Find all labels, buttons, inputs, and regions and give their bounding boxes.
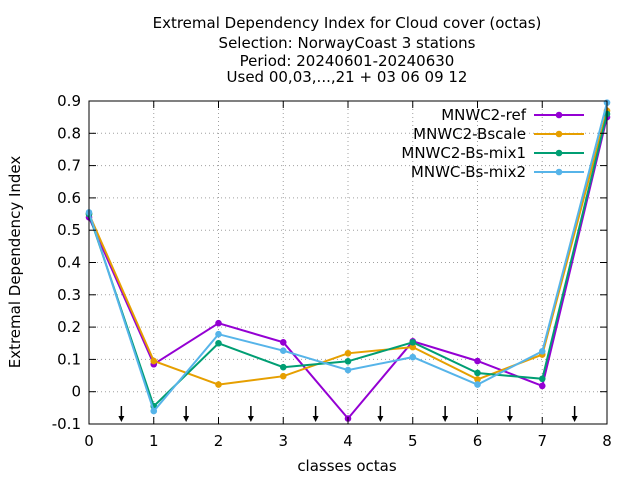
data-point-s3-1 xyxy=(150,407,158,415)
x-tick-label: 6 xyxy=(473,432,483,450)
arrow-marker-head-4 xyxy=(377,416,384,422)
title-line-1: Extremal Dependency Index for Cloud cove… xyxy=(153,14,542,32)
y-tick-label: 0.3 xyxy=(57,286,81,304)
data-point-s3-6 xyxy=(474,381,481,388)
legend-label-1: MNWC2-Bscale xyxy=(413,125,526,143)
arrow-marker-head-1 xyxy=(183,416,190,422)
series-line-1 xyxy=(88,110,608,386)
data-point-s3-7 xyxy=(538,348,546,355)
data-point-s3-2 xyxy=(215,330,222,338)
data-point-s1-6 xyxy=(474,376,481,383)
y-tick-label: -0.1 xyxy=(52,415,81,433)
arrow-marker-head-5 xyxy=(442,416,449,422)
x-tick-label: 0 xyxy=(84,432,94,450)
y-tick-label: 0.8 xyxy=(57,124,81,142)
legend: MNWC2-refMNWC2-BscaleMNWC2-Bs-mix1MNWC-B… xyxy=(401,106,584,181)
arrow-marker-head-2 xyxy=(247,416,254,422)
data-point-s2-6 xyxy=(474,369,481,377)
x-tick-label: 4 xyxy=(343,432,353,450)
legend-swatch-marker-0 xyxy=(555,111,563,119)
legend-label-0: MNWC2-ref xyxy=(441,106,526,124)
x-axis-ticks: 0 1 2 3 4 5 6 7 8 xyxy=(84,101,612,450)
data-point-s1-5 xyxy=(409,343,417,351)
y-tick-label: 0.6 xyxy=(57,189,81,207)
data-point-s2-5 xyxy=(409,338,417,346)
data-point-s1-1 xyxy=(150,357,158,365)
data-point-s3-4 xyxy=(344,366,352,374)
data-point-s1-3 xyxy=(279,372,287,380)
x-tick-label: 8 xyxy=(602,432,612,450)
arrow-marker-head-6 xyxy=(506,416,513,422)
legend-swatch-marker-3 xyxy=(555,168,563,176)
title-line-3: Period: 20240601-20240630 xyxy=(240,52,455,70)
arrow-marker-head-7 xyxy=(571,416,578,422)
y-tick-label: 0 xyxy=(71,383,81,401)
y-axis-ticks: -0.1 0 0.1 0.2 0.3 0.4 0.5 0.6 0.7 0.8 0.9 xyxy=(52,92,607,433)
y-tick-label: 0.5 xyxy=(57,221,81,239)
y-tick-label: 0.1 xyxy=(57,350,81,368)
grid xyxy=(88,100,608,425)
title-line-4: Used 00,03,...,21 + 03 06 09 12 xyxy=(227,68,468,86)
arrow-marker-head-3 xyxy=(312,416,319,422)
data-point-s0-3 xyxy=(279,338,287,346)
data-point-s0-7 xyxy=(538,382,546,390)
legend-swatch-marker-1 xyxy=(555,130,563,138)
x-tick-label: 5 xyxy=(408,432,418,450)
data-point-s2-4 xyxy=(344,358,352,365)
data-point-s1-2 xyxy=(215,381,222,388)
legend-label-2: MNWC2-Bs-mix1 xyxy=(401,144,526,162)
data-point-s0-6 xyxy=(474,357,481,365)
data-point-s2-7 xyxy=(538,375,546,383)
data-point-s2-2 xyxy=(215,339,222,347)
arrow-markers xyxy=(118,406,578,422)
x-tick-label: 7 xyxy=(537,432,547,450)
y-tick-label: 0.2 xyxy=(57,318,81,336)
data-point-s3-3 xyxy=(279,347,287,354)
x-tick-label: 1 xyxy=(149,432,159,450)
legend-label-3: MNWC-Bs-mix2 xyxy=(411,163,526,181)
arrow-marker-head-0 xyxy=(118,416,125,422)
legend-swatch-marker-2 xyxy=(555,149,563,157)
y-tick-label: 0.9 xyxy=(57,92,81,110)
data-point-s0-2 xyxy=(215,319,222,327)
title-line-2: Selection: NorwayCoast 3 stations xyxy=(219,34,476,52)
x-tick-label: 3 xyxy=(278,432,288,450)
y-tick-label: 0.4 xyxy=(57,254,81,272)
data-point-s2-3 xyxy=(279,363,287,371)
x-axis-label: classes octas xyxy=(297,457,397,475)
y-axis-label: Extremal Dependency Index xyxy=(6,156,24,369)
data-point-s1-4 xyxy=(344,349,352,357)
data-point-s3-5 xyxy=(409,353,417,361)
x-tick-label: 2 xyxy=(214,432,224,450)
chart-title: Extremal Dependency Index for Cloud cove… xyxy=(153,14,542,86)
y-tick-label: 0.7 xyxy=(57,157,81,175)
